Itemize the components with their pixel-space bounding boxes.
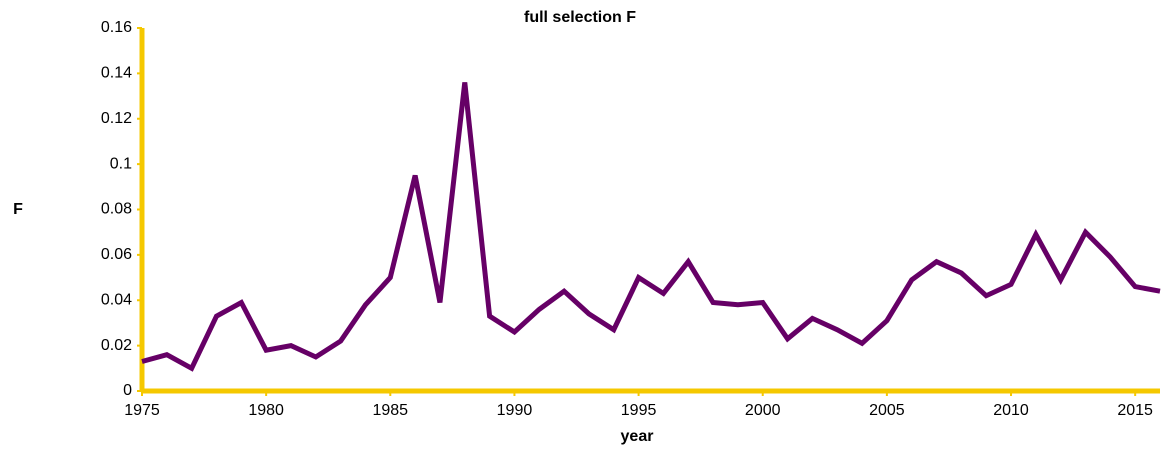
x-tick-label: 1985 [372, 402, 408, 419]
y-tick-label: 0.1 [110, 155, 132, 172]
x-tick-label: 2010 [993, 402, 1029, 419]
y-tick-label: 0.06 [101, 246, 132, 263]
y-tick-label: 0.04 [101, 291, 132, 308]
y-axis-label: F [13, 201, 23, 218]
x-tick-label: 1980 [248, 402, 284, 419]
y-tick-label: 0.02 [101, 337, 132, 354]
x-axis-label: year [621, 428, 654, 445]
data-line [141, 82, 1161, 372]
chart-title: full selection F [524, 9, 636, 26]
y-tick-label: 0 [123, 382, 132, 399]
y-tick-label: 0.08 [101, 201, 132, 218]
y-tick-label: 0.16 [101, 19, 132, 36]
y-tick-label: 0.12 [101, 110, 132, 127]
y-tick-label: 0.14 [101, 65, 132, 82]
x-tick-label: 2005 [869, 402, 905, 419]
x-tick-label: 1975 [124, 402, 160, 419]
x-tick-label: 1990 [497, 402, 533, 419]
x-tick-label: 2015 [1117, 402, 1153, 419]
x-tick-label: 2000 [745, 402, 781, 419]
x-tick-label: 1995 [621, 402, 657, 419]
